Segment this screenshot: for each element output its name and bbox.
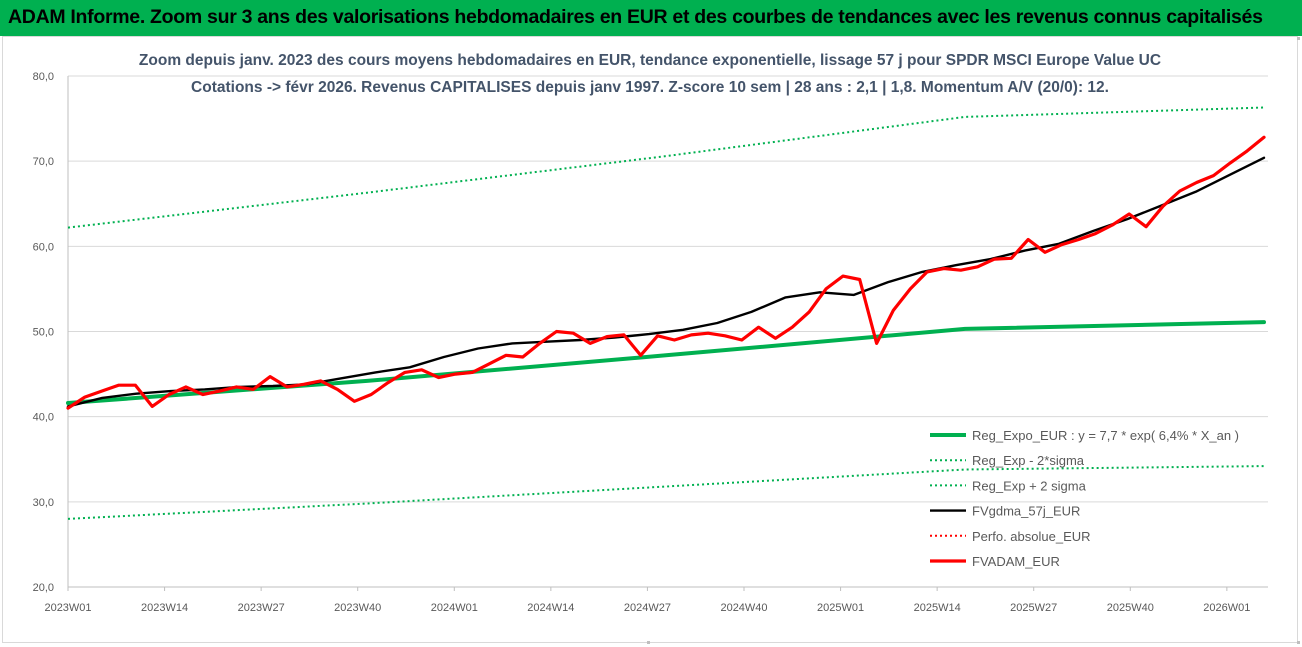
x-tick-label: 2026W01 <box>1203 602 1250 614</box>
frame-corner-handle[interactable] <box>1297 37 1300 40</box>
y-tick-label: 40,0 <box>33 412 54 424</box>
legend-label: Reg_Exp + 2 sigma <box>972 478 1087 493</box>
series-line-fvadam <box>66 135 1266 410</box>
series-line-reg-expo <box>66 320 1266 405</box>
x-tick-label: 2025W27 <box>1010 602 1057 614</box>
report-banner: ADAM Informe. Zoom sur 3 ans des valoris… <box>0 0 1302 36</box>
chart-subtitle-line-2: Cotations -> févr 2026. Revenus CAPITALI… <box>191 79 1109 96</box>
y-tick-label: 50,0 <box>33 327 54 339</box>
report-title: ADAM Informe. Zoom sur 3 ans des valoris… <box>8 6 1263 28</box>
x-tick-label: 2024W27 <box>624 602 671 614</box>
x-tick-label: 2023W40 <box>334 602 381 614</box>
x-tick-label: 2023W14 <box>141 602 188 614</box>
legend-label: Reg_Expo_EUR : y = 7,7 * exp( 6,4% * X_a… <box>972 428 1239 443</box>
chart-subtitle-line-1: Zoom depuis janv. 2023 des cours moyens … <box>138 52 1162 69</box>
y-tick-label: 30,0 <box>33 497 54 509</box>
y-tick-label: 60,0 <box>33 241 54 253</box>
legend-label: FVgdma_57j_EUR <box>972 504 1080 519</box>
x-tick-label: 2025W01 <box>817 602 864 614</box>
frame-corner-handle[interactable] <box>1297 641 1300 644</box>
x-tick-label: 2025W40 <box>1107 602 1154 614</box>
x-tick-label: 2024W40 <box>720 602 767 614</box>
x-tick-label: 2023W01 <box>44 602 91 614</box>
series-line-fvgdma-57j <box>66 156 1266 408</box>
y-tick-label: 20,0 <box>33 582 54 594</box>
x-tick-label: 2024W01 <box>431 602 478 614</box>
chart-frame <box>2 36 1298 643</box>
legend-label: Reg_Exp - 2*sigma <box>972 453 1085 468</box>
y-tick-label: 80,0 <box>33 71 54 83</box>
y-tick-label: 70,0 <box>33 156 54 168</box>
legend-label: FVADAM_EUR <box>972 554 1060 569</box>
x-tick-label: 2025W14 <box>914 602 961 614</box>
x-tick-label: 2023W27 <box>238 602 285 614</box>
series-line-reg-plus-2sigma <box>67 106 1265 229</box>
legend-label: Perfo. absolue_EUR <box>972 529 1091 544</box>
x-tick-label: 2024W14 <box>527 602 574 614</box>
frame-edge-handle[interactable] <box>647 641 650 644</box>
